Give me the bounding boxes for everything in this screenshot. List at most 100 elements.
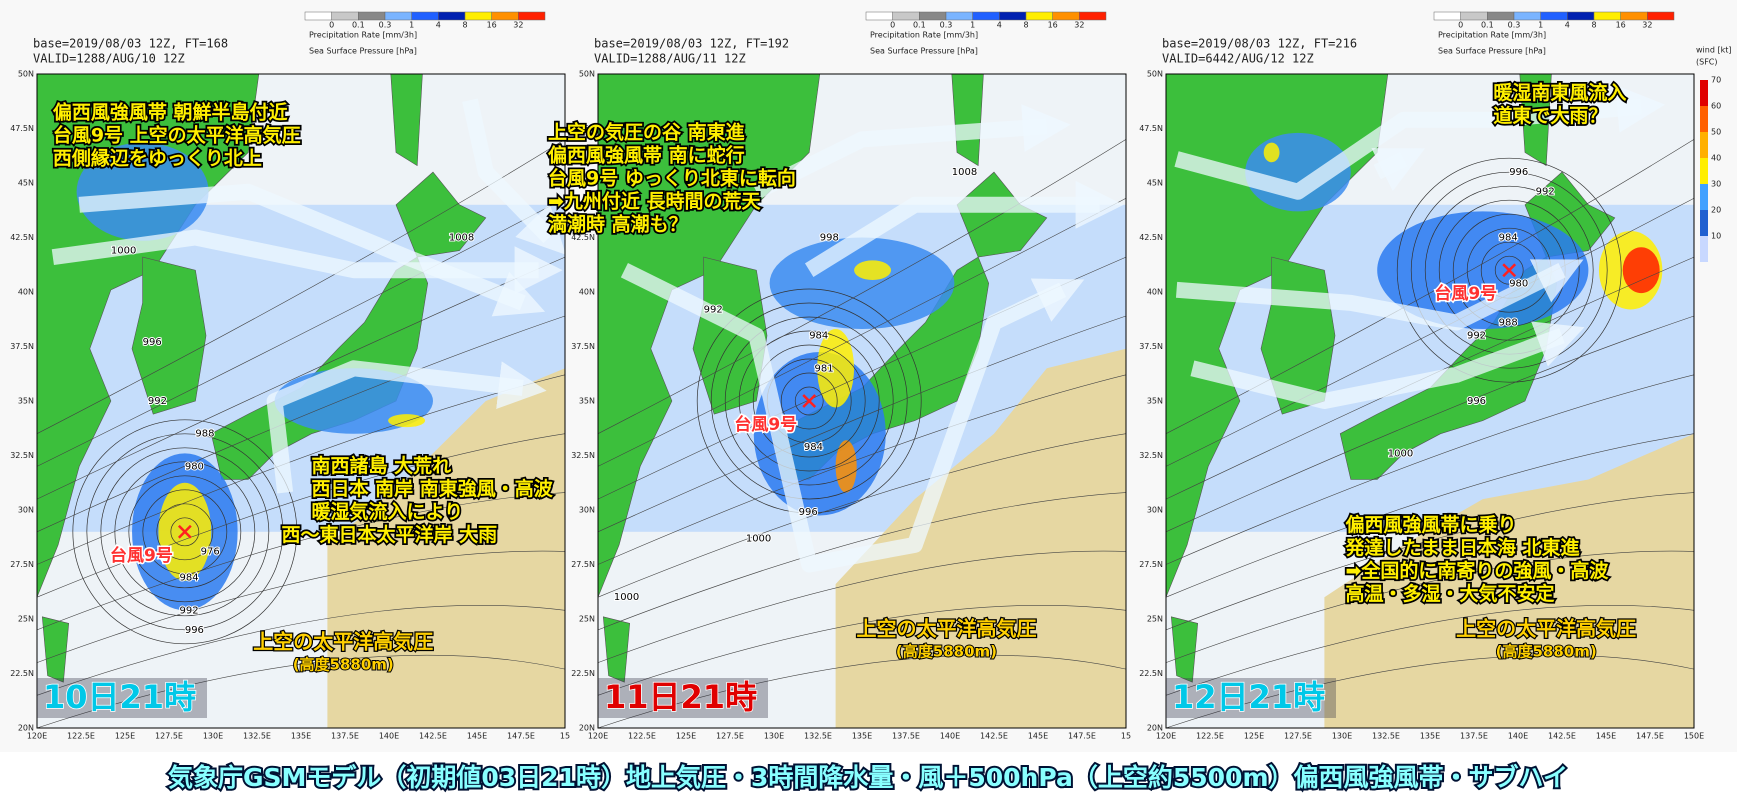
lon-label: 122.5E [67, 732, 95, 741]
colorbar-cell [1052, 11, 1080, 21]
lat-label: 37.5N [571, 342, 595, 351]
isobar [710, 302, 908, 500]
valid-line: VALID=1288/AUG/11 12Z [594, 52, 746, 66]
annotation: 暖湿気流入により [312, 500, 464, 523]
colorbar-label: 4 [436, 21, 441, 30]
colorbar-cell [491, 11, 519, 21]
lon-label: 130E [203, 732, 223, 741]
lon-label: 125E [115, 732, 135, 741]
annotation: 満潮時 高潮も？ [548, 212, 688, 235]
jet-arrow [1174, 84, 1666, 200]
lon-label: 145E [1028, 732, 1048, 741]
lat-label: 42.5N [1139, 233, 1163, 242]
annotation: 偏西風強風帯に乗り [1346, 513, 1517, 536]
precip-area [1263, 142, 1280, 163]
isobar [36, 654, 566, 729]
time-bg [37, 678, 207, 718]
isobar [156, 503, 214, 561]
lon-label: 127.5E [716, 732, 744, 741]
lon-label: 132.5E [243, 732, 271, 741]
wind-title: wind [kt] [1696, 46, 1731, 55]
frame [36, 73, 566, 729]
isobar [597, 374, 1127, 565]
frame [1165, 73, 1695, 729]
isobar [36, 139, 566, 434]
isobar [72, 419, 298, 645]
lon-label: 132.5E [1372, 732, 1400, 741]
wind-cell [1700, 158, 1708, 184]
lat-label: 45N [579, 179, 595, 188]
land [210, 256, 429, 480]
panel: base=2019/08/03 12Z, FT=216VALID=6442/AU… [1139, 11, 1704, 741]
colorbar-cell [1540, 11, 1568, 21]
isobar [1165, 433, 1695, 598]
isobar [1165, 654, 1695, 729]
colorbar-cell [464, 11, 492, 21]
isobar-label: 996 [799, 507, 818, 518]
valid-line: VALID=6442/AUG/12 12Z [1162, 52, 1314, 66]
lon-label: 120E [27, 732, 47, 741]
colorbar-cell [1433, 11, 1461, 21]
precip-title: Precipitation Rate [mm/3h] [1438, 31, 1546, 40]
jet-arrow [804, 180, 1124, 278]
precip-area [1622, 247, 1660, 294]
isobar [1165, 256, 1695, 500]
wind-cell [1700, 80, 1708, 106]
annotation: 発達したまま日本海 北東進 [1345, 536, 1580, 559]
lat-label: 25N [1147, 615, 1163, 624]
colorbar-cell [1567, 11, 1595, 21]
colorbar-cell [999, 11, 1027, 21]
lon-label: 120E [588, 732, 608, 741]
precip-title: Precipitation Rate [mm/3h] [309, 31, 417, 40]
wind-label: 40 [1711, 154, 1721, 163]
lat-label: 27.5N [571, 560, 595, 569]
jet-arrow [78, 183, 546, 317]
land [597, 73, 821, 598]
lat-label: 30N [579, 506, 595, 515]
colorbar-cell [945, 11, 973, 21]
isobar [114, 461, 256, 603]
land [956, 171, 1048, 258]
lat-label: 50N [1147, 70, 1163, 79]
lat-label: 45N [18, 179, 34, 188]
isobar [128, 475, 242, 589]
lon-label: 15 [560, 732, 570, 741]
high-label: 上空の太平洋高気圧 [856, 616, 1036, 640]
isobar [794, 386, 824, 416]
lat-label: 30N [1147, 506, 1163, 515]
colorbar-label: 1 [1538, 21, 1543, 30]
time-label: 12日21時 [1172, 678, 1325, 716]
colorbar-cell [358, 11, 386, 21]
colorbar-label: 1 [970, 21, 975, 30]
lon-label: 137.5E [331, 732, 359, 741]
colorbar-cell [518, 11, 546, 21]
valid-line: VALID=1288/AUG/10 12Z [33, 52, 185, 66]
high-label: 上空の太平洋高気圧 [253, 629, 433, 653]
isobar-label: 988 [195, 429, 214, 440]
lat-label: 20N [18, 724, 34, 733]
panel: base=2019/08/03 12Z, FT=192VALID=1288/AU… [546, 11, 1131, 741]
colorbar-cell [972, 11, 1000, 21]
jet-arrow [1190, 321, 1585, 409]
wind-cell [1700, 132, 1708, 158]
lon-label: 140E [1508, 732, 1528, 741]
lat-label: 35N [1147, 397, 1163, 406]
lon-label: 135E [1420, 732, 1440, 741]
typhoon-center [1502, 263, 1517, 278]
isobar-label: 992 [1467, 331, 1486, 342]
wind-cell [1700, 106, 1708, 132]
lon-label: 122.5E [1196, 732, 1224, 741]
caption: 気象庁GSMモデル（初期値03日21時）地上気圧・3時間降水量・風＋500hPa… [168, 763, 1568, 792]
lat-label: 40N [1147, 288, 1163, 297]
typhoon-label: 台風9号 [734, 414, 797, 435]
lat-label: 45N [1147, 179, 1163, 188]
jet-arrow [266, 360, 547, 494]
wind-label: 20 [1711, 206, 1721, 215]
colorbar-label: 32 [1074, 21, 1084, 30]
isobar-label: 1000 [111, 246, 136, 257]
wind-label: 30 [1711, 180, 1721, 189]
colorbar-label: 16 [1616, 21, 1626, 30]
height-label: (高度5880m) [896, 642, 997, 660]
isobar-label: 996 [185, 625, 204, 636]
isobar [36, 433, 566, 598]
